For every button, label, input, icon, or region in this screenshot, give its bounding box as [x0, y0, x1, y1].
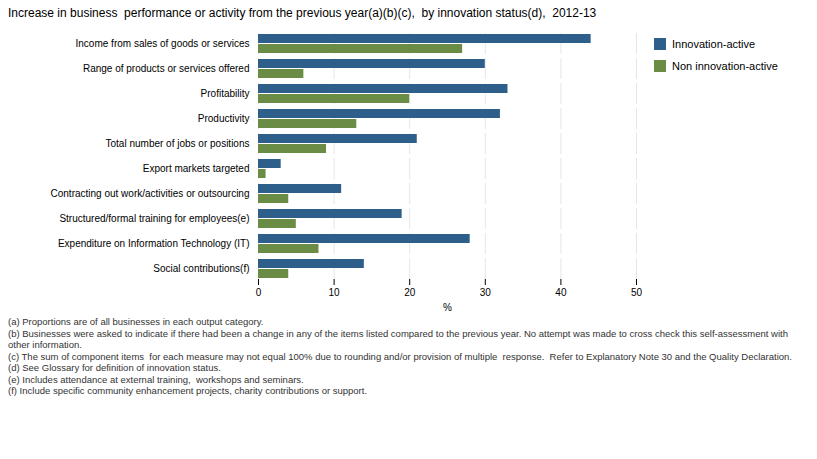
- svg-text:50: 50: [631, 287, 643, 298]
- svg-text:%: %: [443, 302, 452, 313]
- svg-text:30: 30: [480, 287, 492, 298]
- html-text:Increase in business performan: Increase in business performance or acti…: [8, 6, 597, 20]
- svg-text:Productivity: Productivity: [198, 113, 250, 124]
- svg-text:Social contributions(f): Social contributions(f): [153, 263, 249, 274]
- html-text:Innovation-active: Innovation-active: [672, 38, 756, 50]
- svg-text:40: 40: [555, 287, 567, 298]
- html-text:Non innovation-active: Non innovation-active: [672, 60, 778, 72]
- svg-text:Range of products or services: Range of products or services offered: [83, 63, 250, 74]
- html-text:(b) Businesses were asked to i: (b) Businesses were asked to indicate if…: [8, 327, 791, 350]
- html-text:(e) Includes attendance at ext: (e) Includes attendance at external trai…: [8, 373, 304, 385]
- svg-text:Total number of jobs or positi: Total number of jobs or positions: [106, 138, 250, 149]
- html-text:(d) See Glossary for definitio: (d) See Glossary for definition of innov…: [8, 362, 221, 373]
- svg-text:20: 20: [404, 287, 416, 298]
- svg-text:Structured/formal training for: Structured/formal training for employees…: [59, 213, 249, 224]
- svg-text:0: 0: [256, 287, 262, 298]
- svg-text:Contracting out work/activitie: Contracting out work/activities or outso…: [51, 188, 250, 199]
- svg-text:Income from sales of goods or: Income from sales of goods or services: [76, 38, 250, 49]
- svg-text:Profitability: Profitability: [201, 88, 250, 99]
- svg-text:10: 10: [329, 287, 341, 298]
- html-text:(f) Include specific community: (f) Include specific community enhanceme…: [8, 385, 368, 396]
- html-text:(a) Proportions are of all bus: (a) Proportions are of all businesses in…: [8, 316, 264, 327]
- svg-text:Expenditure on Information Tec: Expenditure on Information Technology (I…: [58, 238, 250, 249]
- html-text:(c) The sum of component items: (c) The sum of component items for each …: [8, 350, 792, 362]
- svg-text:Export markets targeted: Export markets targeted: [143, 163, 250, 174]
